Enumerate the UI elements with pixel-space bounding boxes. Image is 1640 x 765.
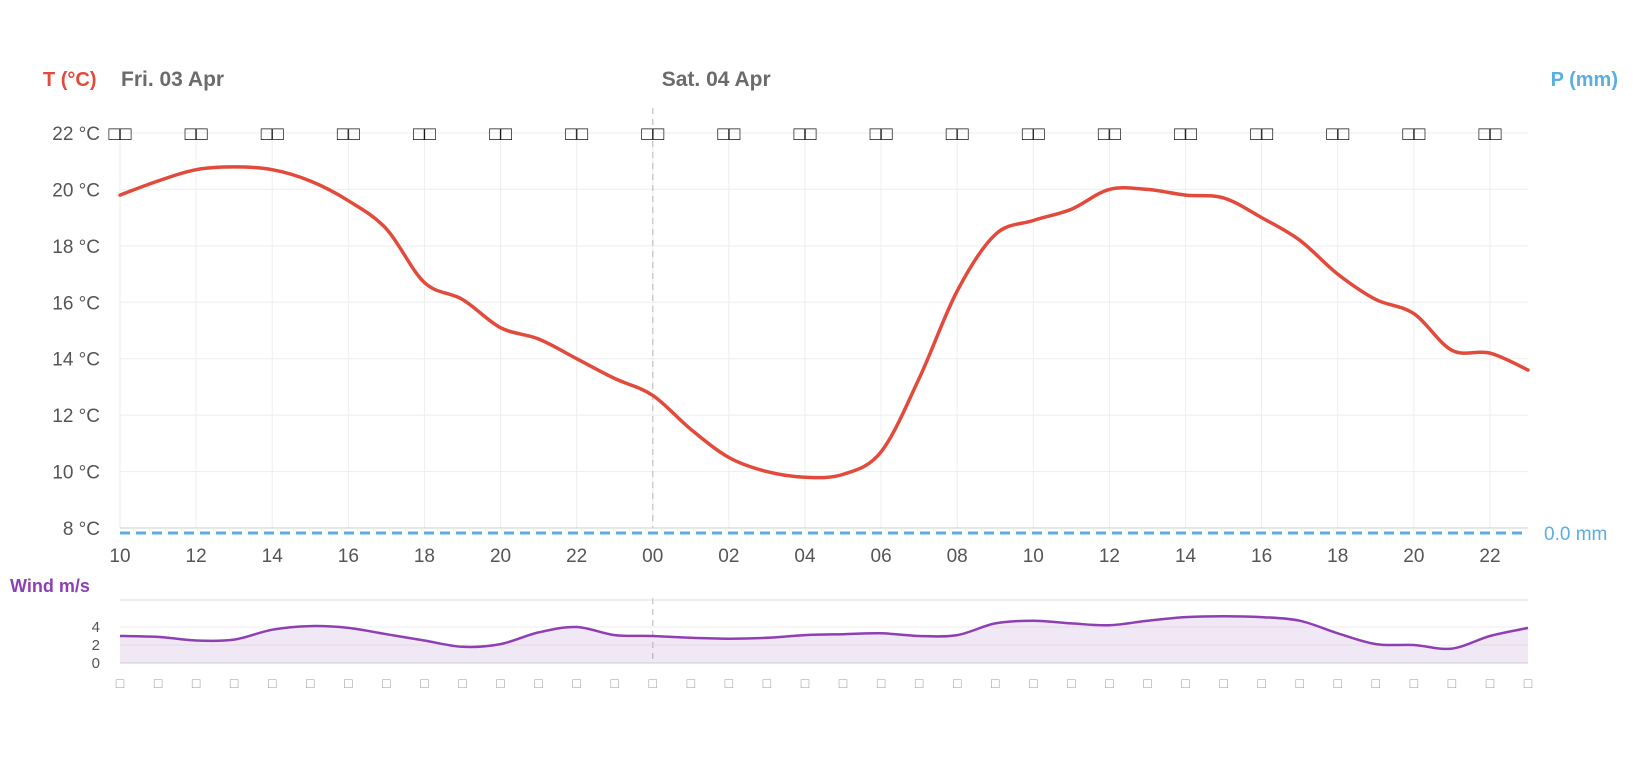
temp-x-tick-label: 10 — [1023, 546, 1044, 567]
temp-x-tick-label: 12 — [1099, 546, 1120, 567]
wind-direction-icon: □ — [1067, 675, 1076, 691]
temp-x-tick-label: 18 — [1327, 546, 1348, 567]
wind-area-fill — [120, 616, 1528, 663]
weather-icon: □□ — [1022, 124, 1045, 145]
temp-y-tick-label: 22 °C — [52, 124, 100, 145]
wind-y-tick-label: 4 — [92, 619, 100, 636]
wind-direction-icon: □ — [420, 675, 429, 691]
wind-direction-icon: □ — [1029, 675, 1038, 691]
weather-icon: □□ — [565, 124, 588, 145]
wind-axis-title: Wind m/s — [10, 576, 90, 596]
temp-y-tick-label: 20 °C — [52, 180, 100, 201]
temp-y-tick-label: 8 °C — [63, 519, 100, 540]
temp-x-tick-label: 20 — [1403, 546, 1424, 567]
temp-x-tick-label: 12 — [186, 546, 207, 567]
temp-x-tick-label: 02 — [718, 546, 739, 567]
wind-direction-icon: □ — [268, 675, 277, 691]
wind-direction-icon: □ — [1143, 675, 1152, 691]
wind-direction-icon: □ — [1219, 675, 1228, 691]
wind-direction-icon: □ — [687, 675, 696, 691]
temp-y-tick-label: 16 °C — [52, 293, 100, 314]
temp-x-tick-label: 16 — [1251, 546, 1272, 567]
temp-x-tick-label: 22 — [1479, 546, 1500, 567]
wind-direction-icon: □ — [344, 675, 353, 691]
wind-direction-icon: □ — [154, 675, 163, 691]
precip-value-label: 0.0 mm — [1544, 524, 1607, 545]
temp-axis-title: T (°C) — [43, 69, 97, 91]
weather-icon: □□ — [261, 124, 284, 145]
wind-direction-icon: □ — [192, 675, 201, 691]
wind-direction-icon: □ — [725, 675, 734, 691]
weather-icon: □□ — [1402, 124, 1425, 145]
weather-icon: □□ — [717, 124, 740, 145]
weather-icon: □□ — [870, 124, 893, 145]
temp-y-tick-label: 10 °C — [52, 463, 100, 484]
wind-direction-icon: □ — [1410, 675, 1419, 691]
temp-y-tick-label: 14 °C — [52, 350, 100, 371]
day-label: Sat. 04 Apr — [662, 68, 771, 91]
temp-x-tick-label: 20 — [490, 546, 511, 567]
wind-direction-icon: □ — [839, 675, 848, 691]
wind-direction-icon: □ — [915, 675, 924, 691]
wind-direction-icon: □ — [1486, 675, 1495, 691]
temp-x-tick-label: 14 — [1175, 546, 1197, 567]
wind-direction-icon: □ — [1105, 675, 1114, 691]
wind-direction-icon: □ — [496, 675, 505, 691]
wind-direction-icon: □ — [1524, 675, 1533, 691]
temp-x-tick-label: 04 — [794, 546, 816, 567]
weather-icon: □□ — [1174, 124, 1197, 145]
wind-direction-icon: □ — [1295, 675, 1304, 691]
wind-direction-icon: □ — [1181, 675, 1190, 691]
wind-direction-icon: □ — [230, 675, 239, 691]
weather-icon: □□ — [1326, 124, 1349, 145]
weather-icon: □□ — [1250, 124, 1273, 145]
temp-x-tick-label: 22 — [566, 546, 587, 567]
wind-direction-icon: □ — [1257, 675, 1266, 691]
temp-x-tick-label: 08 — [947, 546, 968, 567]
weather-icon: □□ — [489, 124, 512, 145]
wind-direction-icon: □ — [1448, 675, 1457, 691]
weather-icon: □□ — [109, 124, 132, 145]
wind-direction-icon: □ — [610, 675, 619, 691]
weather-icon: □□ — [1478, 124, 1501, 145]
temp-x-tick-label: 06 — [871, 546, 892, 567]
day-label: Fri. 03 Apr — [121, 68, 224, 91]
weather-icon: □□ — [793, 124, 816, 145]
temp-x-tick-label: 00 — [642, 546, 663, 567]
weather-icon: □□ — [185, 124, 208, 145]
wind-y-tick-label: 0 — [92, 655, 100, 672]
temp-x-tick-label: 10 — [109, 546, 130, 567]
temp-x-tick-label: 18 — [414, 546, 435, 567]
temperature-line — [118, 165, 1530, 480]
weather-icon: □□ — [337, 124, 360, 145]
wind-direction-icon: □ — [953, 675, 962, 691]
wind-direction-icon: □ — [458, 675, 467, 691]
wind-direction-icon: □ — [382, 675, 391, 691]
wind-direction-icon: □ — [801, 675, 810, 691]
wind-direction-icon: □ — [1333, 675, 1342, 691]
temp-y-tick-label: 12 °C — [52, 406, 100, 427]
temp-x-tick-label: 16 — [338, 546, 359, 567]
wind-direction-icon: □ — [572, 675, 581, 691]
wind-direction-icon: □ — [306, 675, 315, 691]
wind-line — [119, 614, 1529, 651]
temp-y-tick-label: 18 °C — [52, 237, 100, 258]
weather-icon: □□ — [946, 124, 969, 145]
precip-axis-title: P (mm) — [1551, 69, 1618, 91]
weather-icon: □□ — [1098, 124, 1121, 145]
weather-icon: □□ — [641, 124, 664, 145]
wind-direction-icon: □ — [116, 675, 125, 691]
wind-direction-icon: □ — [877, 675, 886, 691]
wind-direction-icon: □ — [649, 675, 658, 691]
wind-direction-icon: □ — [1372, 675, 1381, 691]
wind-direction-icon: □ — [534, 675, 543, 691]
wind-direction-icon: □ — [991, 675, 1000, 691]
weather-icon: □□ — [413, 124, 436, 145]
temp-x-tick-label: 14 — [262, 546, 284, 567]
wind-direction-icon: □ — [763, 675, 772, 691]
wind-y-tick-label: 2 — [92, 637, 100, 654]
